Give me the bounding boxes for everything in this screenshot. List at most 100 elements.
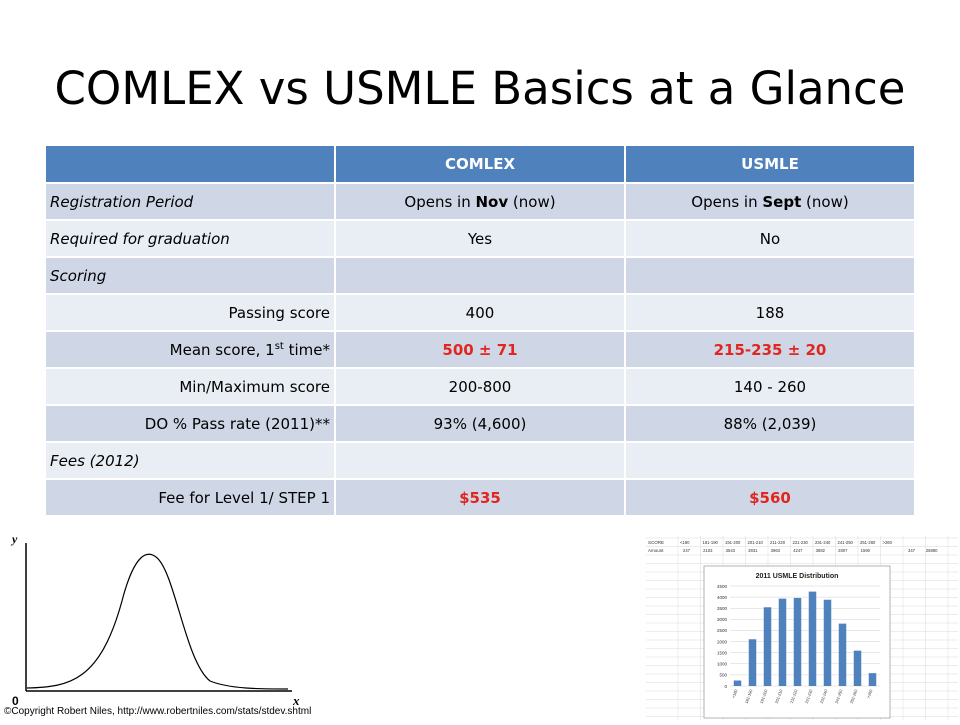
table-header-row: COMLEX USMLE — [44, 144, 914, 183]
table-row: Fee for Level 1/ STEP 1 $535 $560 — [44, 478, 914, 515]
bell-curve-figure: y x 0 — [10, 532, 300, 707]
score-bin-cell: <180 — [680, 540, 690, 545]
chart-bar — [823, 599, 832, 686]
y-tick-label: 4500 — [717, 584, 728, 589]
comlex-cell: 500 ± 71 — [334, 330, 625, 368]
y-tick-label: 500 — [719, 673, 727, 678]
x-tick-label: 231-240 — [819, 688, 829, 704]
usmle-cell: 140 - 260 — [624, 367, 914, 405]
usmle-cell — [624, 256, 914, 294]
table-row: Registration Period Opens in Nov (now) O… — [44, 182, 914, 220]
row-label: Scoring — [44, 256, 335, 294]
table-row: Scoring — [44, 256, 914, 294]
comlex-cell — [334, 256, 625, 294]
row-label: Registration Period — [44, 182, 335, 220]
chart-bar — [838, 623, 847, 686]
table-row: Passing score 400 188 — [44, 293, 914, 331]
row-label: DO % Pass rate (2011)** — [44, 404, 335, 442]
amount-cell: 1590 — [861, 548, 871, 553]
comlex-cell: Opens in Nov (now) — [334, 182, 625, 220]
comparison-table: COMLEX USMLE Registration Period Opens i… — [44, 144, 914, 515]
amount-cell: 3963 — [771, 548, 781, 553]
comlex-cell: 200-800 — [334, 367, 625, 405]
row-label: Passing score — [44, 293, 335, 331]
amount-cell: 26880 — [926, 548, 938, 553]
chart-bar — [853, 650, 862, 686]
distribution-chart: 2011 USMLE Distribution 0 500 1000 1500 2000 2… — [703, 565, 891, 719]
table-row: Min/Maximum score 200-800 140 - 260 — [44, 367, 914, 405]
y-tick-label: 3000 — [717, 617, 728, 622]
score-bin-cell: 181-190 — [703, 540, 719, 545]
y-tick-label: 2500 — [717, 628, 728, 633]
y-tick-label: 3500 — [717, 606, 728, 611]
score-label: SCORE — [648, 540, 664, 545]
score-bin-cell: 231-240 — [815, 540, 831, 545]
score-bin-cell: 221-230 — [793, 540, 809, 545]
x-tick-label: >260 — [866, 688, 874, 699]
bell-curve-line — [26, 553, 289, 690]
chart-bar — [763, 607, 772, 686]
chart-bar — [808, 591, 817, 686]
score-bin-cell: 241-250 — [838, 540, 854, 545]
y-tick-label: 4000 — [717, 595, 728, 600]
spreadsheet-screenshot: SCORE Amount <180 181-190 191-200 201-210 211-… — [646, 536, 958, 720]
x-tick-label: 181-190 — [744, 688, 754, 704]
table-row: Fees (2012) — [44, 441, 914, 479]
row-label: Min/Maximum score — [44, 367, 335, 405]
header-comlex: COMLEX — [334, 144, 625, 183]
x-axis-label: x — [292, 693, 300, 707]
score-bin-cell: 201-210 — [748, 540, 764, 545]
usmle-cell: 88% (2,039) — [624, 404, 914, 442]
score-bin-cell: 211-220 — [770, 540, 786, 545]
y-tick-label: 2000 — [717, 639, 728, 644]
x-tick-label: 241-250 — [834, 688, 844, 704]
table-row: DO % Pass rate (2011)** 93% (4,600) 88% … — [44, 404, 914, 442]
amount-cell: 347 — [908, 548, 916, 553]
amount-cell: 4247 — [793, 548, 803, 553]
x-tick-label: 201-210 — [774, 688, 784, 704]
x-tick-label: 191-200 — [759, 688, 769, 704]
comlex-cell: Yes — [334, 219, 625, 257]
y-tick-label: 1000 — [717, 662, 728, 667]
x-tick-label: <180 — [731, 688, 739, 699]
comlex-cell: 400 — [334, 293, 625, 331]
copyright-caption: ©Copyright Robert Niles, http://www.robe… — [4, 706, 312, 717]
x-tick-label: 221-230 — [804, 688, 814, 704]
score-bin-cell: 191-200 — [725, 540, 741, 545]
table-row: Required for graduation Yes No — [44, 219, 914, 257]
chart-bar — [778, 598, 787, 686]
y-tick-label: 0 — [724, 684, 727, 689]
row-label: Fees (2012) — [44, 441, 335, 479]
row-label: Fee for Level 1/ STEP 1 — [44, 478, 335, 515]
sheet-cells: SCORE Amount <180 181-190 191-200 201-210 211-… — [648, 540, 938, 553]
usmle-cell: 188 — [624, 293, 914, 331]
amount-cell: 247 — [683, 548, 691, 553]
usmle-cell: 215-235 ± 20 — [624, 330, 914, 368]
chart-bar — [733, 680, 742, 686]
chart-bar — [868, 673, 877, 686]
spreadsheet-svg: SCORE Amount <180 181-190 191-200 201-210 211-… — [646, 536, 958, 720]
y-tick-label: 1500 — [717, 650, 728, 655]
comlex-cell: 93% (4,600) — [334, 404, 625, 442]
slide-title: COMLEX vs USMLE Basics at a Glance — [54, 62, 906, 115]
usmle-cell: No — [624, 219, 914, 257]
chart-bar — [793, 597, 802, 686]
comlex-cell: $535 — [334, 478, 625, 515]
row-label: Mean score, 1st time* — [44, 330, 335, 368]
row-label: Required for graduation — [44, 219, 335, 257]
amount-cell: 3882 — [816, 548, 826, 553]
y-axis-label: y — [10, 532, 18, 546]
chart-bar — [748, 639, 757, 686]
x-tick-label: 251-260 — [849, 688, 859, 704]
score-bin-cell: >260 — [883, 540, 893, 545]
amount-cell: 2103 — [703, 548, 713, 553]
amount-label: Amount — [648, 548, 664, 553]
amount-cell: 2807 — [838, 548, 848, 553]
usmle-cell: $560 — [624, 478, 914, 515]
origin-label: 0 — [12, 694, 19, 707]
header-usmle: USMLE — [624, 144, 914, 183]
amount-cell: 3543 — [726, 548, 736, 553]
comlex-cell — [334, 441, 625, 479]
usmle-cell — [624, 441, 914, 479]
score-bin-cell: 251-260 — [860, 540, 876, 545]
